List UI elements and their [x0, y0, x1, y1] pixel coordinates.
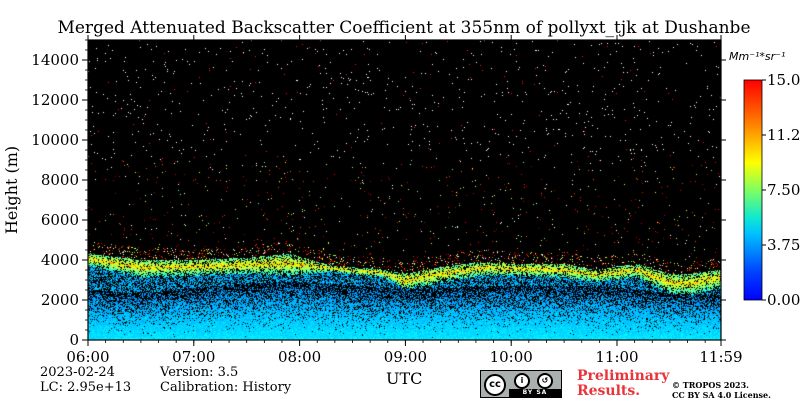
y-axis-label: Height (m) — [2, 146, 21, 234]
x-axis-label: UTC — [386, 369, 423, 388]
colorbar-tick-label: 7.50 — [767, 181, 800, 199]
x-tick-label: 09:00 — [384, 348, 427, 366]
cc-badge-text: BY SA — [509, 389, 561, 397]
y-tick-label: 6000 — [41, 211, 79, 229]
share-alike-icon: ↺ — [537, 373, 553, 389]
colorbar-scale — [743, 79, 763, 301]
colorbar-tick-label: 11.25 — [767, 126, 800, 144]
copyright-line2: CC BY SA 4.0 License. — [672, 390, 771, 400]
x-tick-label: 11:59 — [699, 348, 742, 366]
colorbar: Mm⁻¹*sr⁻¹ 0.00 3.75 7.50 11.25 15.00 — [729, 50, 800, 309]
colorbar-unit: Mm⁻¹*sr⁻¹ — [729, 50, 785, 63]
version-label: Version: 3.5 — [160, 365, 239, 380]
colorbar-tick-label: 0.00 — [767, 291, 800, 309]
colorbar-tick-label: 15.00 — [767, 71, 800, 89]
backscatter-heatmap — [88, 40, 721, 340]
copyright-line1: © TROPOS 2023. — [672, 380, 749, 390]
y-tick-label: 14000 — [31, 51, 79, 69]
y-tick-label: 4000 — [41, 251, 79, 269]
x-tick-label: 06:00 — [66, 348, 109, 366]
x-tick-label: 11:00 — [595, 348, 638, 366]
measurement-date: 2023-02-24 — [40, 365, 115, 380]
calibration-label: Calibration: History — [160, 380, 292, 395]
cc-icon: cc — [484, 374, 506, 396]
lidar-constant: LC: 2.95e+13 — [40, 380, 132, 395]
y-tick-label: 0 — [69, 331, 79, 349]
y-tick-label: 12000 — [31, 91, 79, 109]
x-tick-label: 08:00 — [278, 348, 321, 366]
chart-title: Merged Attenuated Backscatter Coefficien… — [57, 18, 750, 38]
attribution-icon: i — [514, 373, 530, 389]
preliminary-line1: Preliminary — [577, 368, 670, 384]
plot-area — [88, 40, 721, 340]
colorbar-tick-label: 3.75 — [767, 236, 800, 254]
axes: 06:00 07:00 08:00 09:00 10:00 11:00 11:59 0 2000… — [31, 35, 743, 366]
x-tick-label: 07:00 — [172, 348, 215, 366]
preliminary-line2: Results. — [577, 383, 641, 399]
x-tick-label: 10:00 — [490, 348, 533, 366]
y-tick-label: 8000 — [41, 171, 79, 189]
y-tick-label: 10000 — [31, 131, 79, 149]
cc-license-badge: cc i ↺ BY SA — [480, 370, 562, 398]
y-tick-label: 2000 — [41, 291, 79, 309]
